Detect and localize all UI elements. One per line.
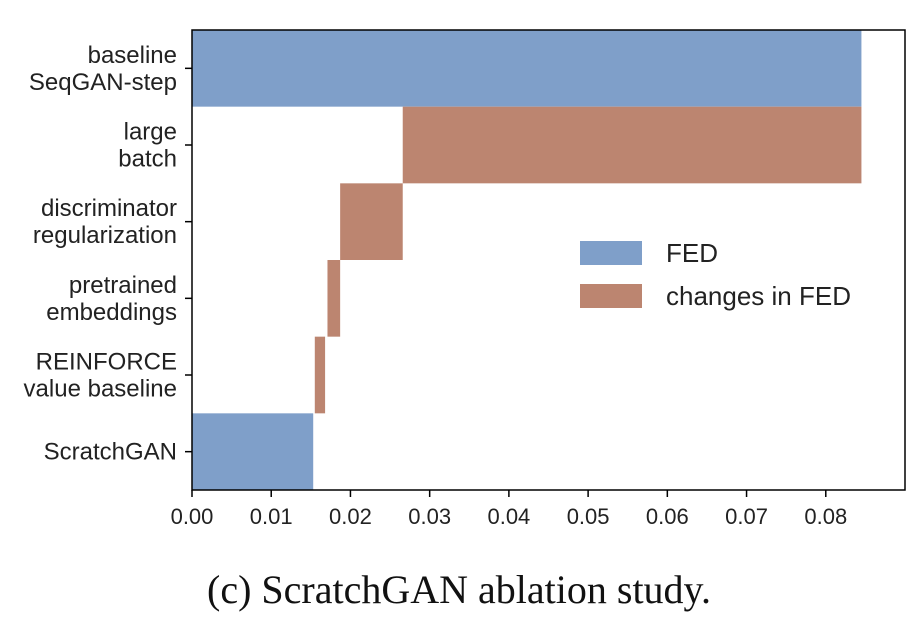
category-label-1-1: batch	[118, 146, 177, 173]
bar-5	[192, 413, 314, 490]
bar-0	[192, 30, 862, 107]
category-label-4-1: value baseline	[24, 376, 177, 403]
category-label-3-1: embeddings	[46, 299, 177, 326]
category-label-0-0: baseline	[88, 42, 177, 69]
category-label-5-0: ScratchGAN	[44, 439, 177, 466]
legend-swatch-0	[580, 241, 642, 265]
x-tick-label-5: 0.05	[567, 504, 610, 529]
category-label-4-0: REINFORCE	[36, 349, 177, 376]
bar-2	[340, 183, 403, 260]
x-tick-label-3: 0.03	[408, 504, 451, 529]
x-tick-label-0: 0.00	[171, 504, 214, 529]
figure-caption: (c) ScratchGAN ablation study.	[207, 567, 711, 612]
x-tick-label-6: 0.06	[646, 504, 689, 529]
x-tick-label-4: 0.04	[487, 504, 530, 529]
category-label-2-1: regularization	[33, 222, 177, 249]
bar-1	[402, 106, 862, 184]
plot-frame	[191, 29, 906, 491]
x-tick-label-2: 0.02	[329, 504, 372, 529]
bar-3	[327, 260, 341, 337]
legend-label-1: changes in FED	[666, 281, 851, 311]
x-tick-label-1: 0.01	[250, 504, 293, 529]
category-label-1-0: large	[124, 119, 177, 146]
legend-label-0: FED	[666, 238, 718, 268]
category-label-0-1: SeqGAN-step	[29, 69, 177, 96]
bar-4	[314, 336, 326, 414]
legend-swatch-1	[580, 284, 642, 308]
x-tick-label-8: 0.08	[804, 504, 847, 529]
x-tick-label-7: 0.07	[725, 504, 768, 529]
category-label-3-0: pretrained	[69, 272, 177, 299]
category-label-2-0: discriminator	[41, 195, 177, 222]
